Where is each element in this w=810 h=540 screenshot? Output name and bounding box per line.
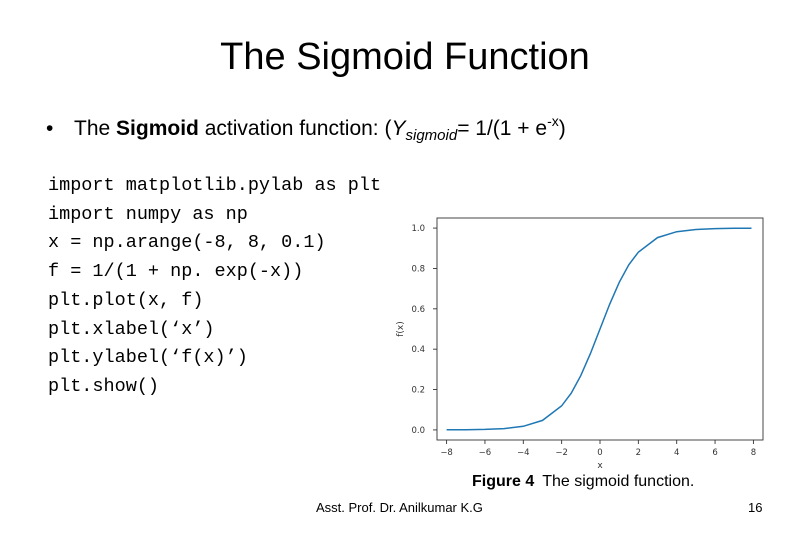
y-tick-label: 0.6 — [411, 305, 425, 315]
figure-label: Figure 4 — [472, 473, 535, 490]
y-tick-label: 0.4 — [411, 345, 425, 355]
x-tick-label: 4 — [674, 448, 679, 458]
sigmoid-curve — [446, 227, 752, 431]
x-tick-label: −8 — [440, 448, 453, 458]
bullet-bold-word: Sigmoid — [116, 117, 199, 140]
formula-y: Y — [391, 117, 406, 140]
code-line: plt.plot(x, f) — [48, 289, 204, 311]
y-tick-label: 1.0 — [411, 224, 425, 234]
code-line: import numpy as np — [48, 203, 248, 225]
x-tick-label: 2 — [636, 448, 641, 458]
footer-author: Asst. Prof. Dr. Anilkumar K.G — [316, 500, 483, 515]
sigmoid-plot: −8 −6 −4 −2 0 2 4 6 8 0.0 0.2 0.4 0.6 0.8 1.0 x f(x) — [396, 217, 764, 471]
x-tick-label: 8 — [751, 448, 756, 458]
code-line: f = 1/(1 + np. exp(-x)) — [48, 261, 304, 283]
y-tick-label: 0.8 — [411, 264, 425, 274]
formula-close: ) — [558, 117, 566, 140]
code-block: import matplotlib.pylab as plt import nu… — [48, 172, 381, 402]
y-axis-label: f(x) — [396, 321, 406, 337]
code-line: import matplotlib.pylab as plt — [48, 175, 382, 196]
code-line: x = np.arange(-8, 8, 0.1) — [48, 232, 326, 254]
x-axis-label: x — [597, 461, 603, 471]
slide-title: The Sigmoid Function — [220, 36, 590, 78]
bullet-dot-icon: • — [46, 117, 54, 140]
formula-subscript: sigmoid — [405, 127, 458, 144]
formula-exponent: -x — [547, 113, 559, 129]
bullet-middle: activation function: ( — [198, 117, 392, 140]
code-line: plt.show() — [48, 375, 160, 397]
page-number: 16 — [748, 500, 763, 515]
x-tick-label: −6 — [479, 448, 492, 458]
code-line: plt.xlabel(‘x’) — [48, 318, 215, 340]
bullet-sigmoid-definition: • The Sigmoid activation function: (Ysigm… — [46, 106, 566, 151]
figure-caption: Figure 4 The sigmoid function. — [472, 473, 694, 491]
y-tick-label: 0.0 — [411, 426, 425, 436]
formula-body: = 1/(1 + e — [457, 117, 548, 140]
x-tick-label: 0 — [597, 448, 602, 458]
x-tick-label: 6 — [712, 448, 717, 458]
x-tick-label: −2 — [555, 448, 568, 458]
x-tick-label: −4 — [517, 448, 530, 458]
code-line: plt.ylabel(‘f(x)’) — [48, 347, 248, 369]
y-tick-label: 0.2 — [411, 386, 425, 396]
figure-caption-text: The sigmoid function. — [542, 473, 695, 490]
bullet-prefix: The — [74, 117, 117, 140]
